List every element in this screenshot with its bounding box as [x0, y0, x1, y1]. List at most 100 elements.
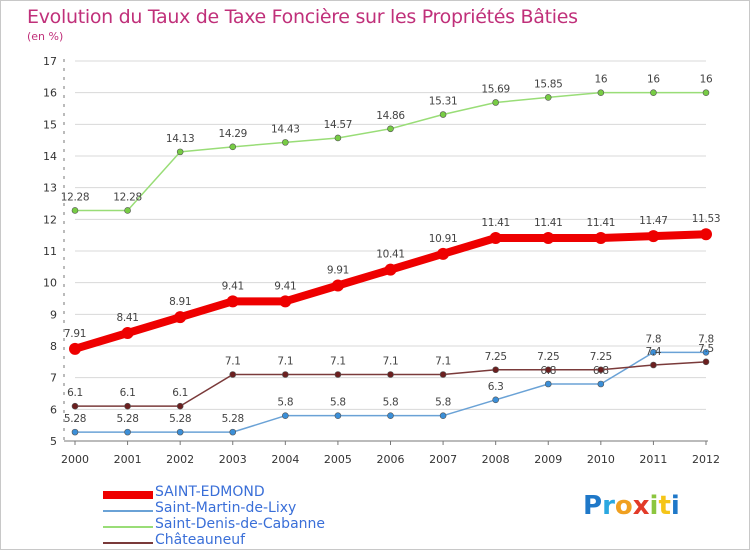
data-point [650, 361, 657, 369]
data-label: 11.41 [587, 217, 616, 229]
x-tick-label: 2002 [166, 453, 194, 466]
y-tick-label: 16 [43, 87, 57, 100]
y-tick-label: 10 [43, 277, 57, 290]
logo-letter: i [649, 491, 659, 521]
data-point [647, 230, 660, 243]
data-point [489, 232, 502, 245]
data-point [542, 232, 555, 245]
data-point [492, 99, 499, 106]
data-label: 14.13 [166, 133, 195, 145]
data-label: 5.28 [169, 413, 191, 425]
data-point [229, 428, 237, 436]
y-tick-label: 14 [43, 150, 57, 163]
data-point [597, 89, 605, 96]
legend-label: Châteauneuf [155, 532, 246, 548]
data-label: 16 [647, 74, 660, 86]
logo-letter: P [583, 491, 603, 521]
data-point [702, 358, 710, 366]
x-tick-label: 2009 [534, 453, 562, 466]
data-point [69, 342, 81, 355]
data-label: 10.41 [376, 249, 405, 261]
data-point [439, 371, 447, 378]
data-label: 5.8 [435, 397, 451, 409]
logo-letter: o [614, 491, 633, 521]
y-tick-label: 15 [43, 118, 57, 131]
data-point [492, 396, 499, 404]
data-point [597, 366, 605, 374]
legend-swatch [103, 526, 153, 528]
data-label: 7.1 [277, 356, 293, 368]
x-tick-label: 2006 [377, 453, 405, 466]
data-label: 12.28 [61, 191, 90, 203]
data-label: 10.91 [429, 233, 458, 245]
data-label: 5.8 [383, 397, 399, 409]
x-tick-label: 2008 [482, 453, 510, 466]
x-tick-label: 2012 [692, 453, 720, 466]
data-label: 7.5 [698, 343, 714, 355]
chart-subtitle: (en %) [27, 30, 64, 43]
data-point [650, 349, 657, 356]
y-tick-label: 5 [50, 435, 57, 448]
data-point [334, 412, 342, 419]
data-label: 11.41 [534, 217, 563, 229]
x-tick-label: 2011 [639, 453, 667, 466]
legend-swatch [103, 542, 153, 544]
data-point [124, 402, 131, 410]
data-point [387, 371, 394, 378]
data-point [700, 228, 712, 241]
legend-label: Saint-Martin-de-Lixy [155, 500, 297, 516]
data-point [279, 295, 292, 308]
data-label: 5.28 [64, 413, 86, 425]
data-label: 7.1 [225, 356, 241, 368]
y-tick-label: 17 [43, 55, 57, 68]
data-label: 7.25 [537, 351, 559, 363]
data-label: 11.47 [639, 215, 668, 227]
data-label: 7.25 [590, 351, 612, 363]
data-label: 7.25 [485, 351, 507, 363]
y-tick-label: 13 [43, 182, 57, 195]
data-label: 12.28 [113, 191, 142, 203]
data-label: 9.41 [274, 280, 296, 292]
data-label: 14.43 [271, 123, 300, 135]
data-point [437, 247, 450, 260]
data-point [544, 94, 552, 101]
data-point [71, 207, 79, 214]
data-point [334, 371, 342, 378]
data-point [492, 366, 499, 374]
x-tick-label: 2010 [587, 453, 615, 466]
y-tick-label: 9 [50, 308, 57, 321]
data-point [439, 111, 447, 118]
data-label: 9.41 [222, 280, 244, 292]
legend-label: SAINT-EDMOND [155, 484, 265, 500]
x-tick-label: 2000 [61, 453, 89, 466]
data-point [594, 232, 607, 245]
data-point [124, 207, 131, 214]
data-label: 8.91 [169, 296, 191, 308]
data-point [176, 428, 184, 436]
data-point [176, 402, 184, 410]
legend-swatch [103, 510, 153, 512]
data-point [124, 428, 131, 436]
data-label: 16 [594, 74, 607, 86]
data-label: 6.1 [67, 387, 83, 399]
legend-label: Saint-Denis-de-Cabanne [155, 516, 326, 532]
data-label: 7.1 [435, 356, 451, 368]
y-tick-label: 8 [50, 340, 57, 353]
logo-letter: r [602, 491, 615, 521]
proxiti-logo: Proxiti [583, 491, 680, 521]
data-point [71, 402, 79, 410]
data-label: 7.91 [64, 328, 86, 340]
data-point [71, 428, 79, 436]
data-label: 6.1 [120, 387, 136, 399]
logo-letter: i [670, 491, 680, 521]
data-point [282, 412, 289, 419]
data-point [597, 380, 605, 388]
data-point [229, 143, 237, 151]
data-label: 7.8 [646, 333, 662, 345]
data-point [331, 279, 344, 292]
data-label: 6.3 [488, 381, 504, 393]
data-label: 5.8 [330, 397, 346, 409]
data-point [544, 366, 552, 374]
